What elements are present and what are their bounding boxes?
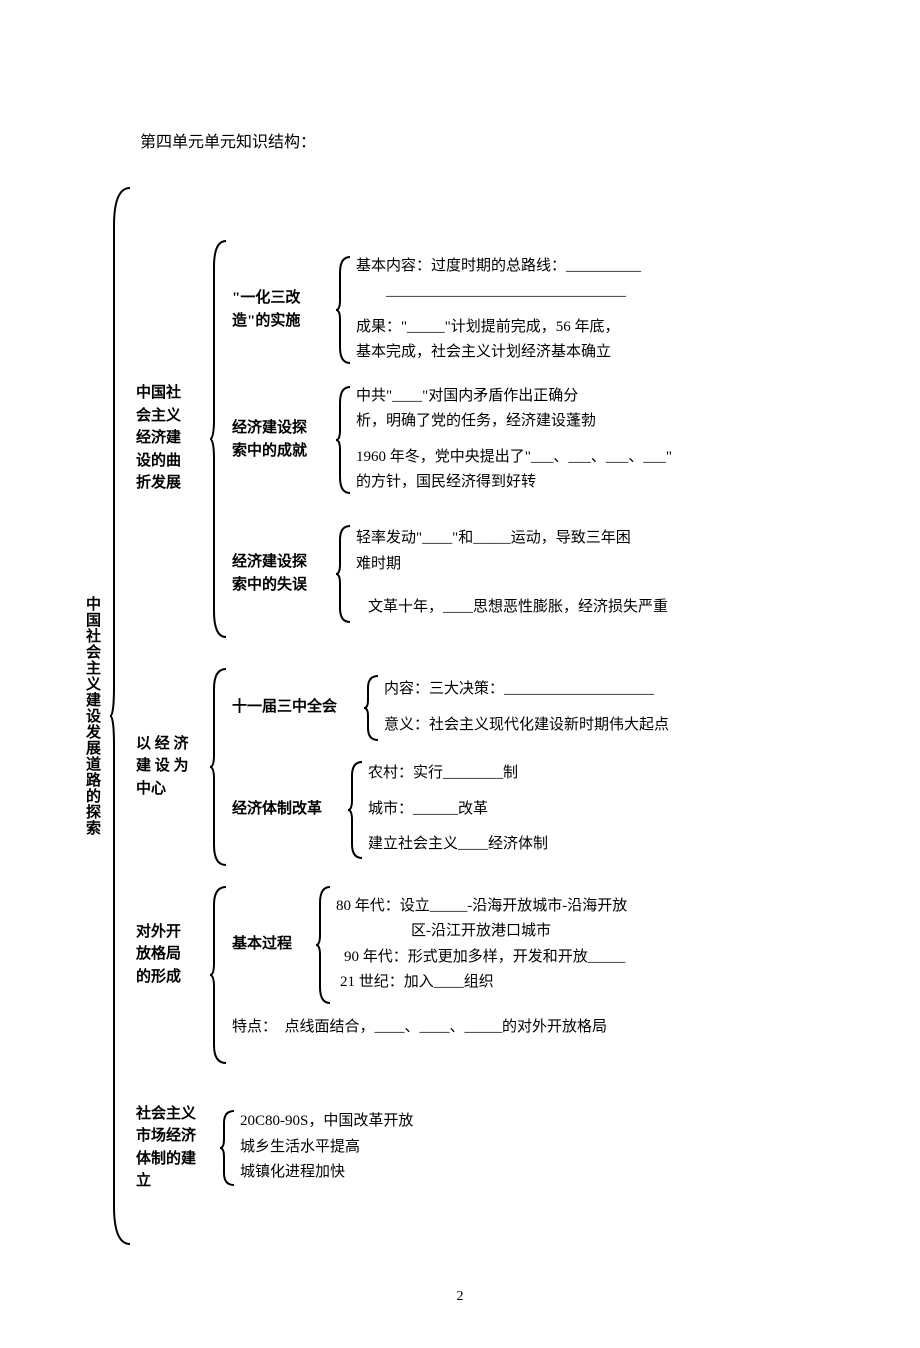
s1-b1-l1: 基本内容：过度时期的总路线：__________: [356, 254, 641, 280]
s2-b2-children: 农村：实行________制 城市：______改革 建立社会主义____经济体…: [368, 761, 548, 858]
root-brace: [106, 186, 136, 1246]
s1-b2-l2: 1960 年冬，党中央提出了"___、___、___、___" 的方针，国民经济…: [356, 445, 672, 496]
s4-label: 社会主义 市场经济 体制的建 立: [136, 1103, 216, 1193]
s1-b2: 经济建设探 索中的成就 中共"____"对国内矛盾作出正确分 析，明确了党的任务…: [232, 384, 672, 496]
s2-b1-l2: 意义：社会主义现代化建设新时期伟大起点: [384, 713, 669, 739]
s4-l1: 20C80-90S，中国改革开放: [240, 1109, 413, 1135]
s2-b2-l3: 建立社会主义____经济体制: [368, 832, 548, 858]
root-label: 中国社会主义建设发展道路的探索: [80, 596, 104, 836]
s1-b2-label: 经济建设探 索中的成就: [232, 417, 332, 462]
s1-b2-l1: 中共"____"对国内矛盾作出正确分 析，明确了党的任务，经济建设蓬勃: [356, 384, 672, 435]
s1-b1-l1b: ________________________________: [356, 279, 641, 305]
s2-brace: [206, 667, 232, 867]
s1-b3-children: 轻率发动"____"和_____运动，导致三年困 难时期 文革十年，____思想…: [356, 526, 668, 621]
section-3: 对外开 放格局 的形成 基本过程 80 年代：设立_____-沿海开放城市-沿海…: [136, 885, 672, 1065]
s3-b1-l2: 90 年代：形式更加多样，开发和开放_____: [336, 945, 627, 971]
s1-brace: [206, 239, 232, 639]
s3-b1: 基本过程 80 年代：设立_____-沿海开放城市-沿海开放 区-沿江开放港口城…: [232, 885, 627, 1005]
s1-b1: "一化三改 造"的实施 基本内容：过度时期的总路线：__________ ___…: [232, 254, 672, 366]
s3-tail: 特点： 点线面结合，____、____、_____的对外开放格局: [232, 1015, 627, 1041]
s1-b2-brace: [332, 385, 356, 495]
s3-b1-children: 80 年代：设立_____-沿海开放城市-沿海开放 区-沿江开放港口城市 90 …: [336, 894, 627, 996]
s2-b1-label: 十一届三中全会: [232, 696, 360, 719]
s1-b3-l2: 文革十年，____思想恶性膨胀，经济损失严重: [356, 595, 668, 621]
s3-b1-label: 基本过程: [232, 933, 312, 956]
s1-label: 中国社 会主义 经济建 设的曲 折发展: [136, 382, 206, 495]
s1-children: "一化三改 造"的实施 基本内容：过度时期的总路线：__________ ___…: [232, 254, 672, 624]
s3-label: 对外开 放格局 的形成: [136, 885, 206, 989]
s2-label: 以 经 济 建 设 为 中心: [136, 733, 206, 801]
s2-b1-children: 内容：三大决策：____________________ 意义：社会主义现代化建…: [384, 677, 669, 738]
s1-b2-children: 中共"____"对国内矛盾作出正确分 析，明确了党的任务，经济建设蓬勃 1960…: [356, 384, 672, 496]
s1-b3-brace: [332, 524, 356, 624]
s3-b1-brace: [312, 885, 336, 1005]
root-children: 中国社 会主义 经济建 设的曲 折发展 "一化三改 造"的实施 基本内: [136, 239, 672, 1193]
s2-b2-l2: 城市：______改革: [368, 797, 548, 823]
s3-brace: [206, 885, 232, 1065]
s2-b1: 十一届三中全会 内容：三大决策：____________________ 意义：…: [232, 674, 669, 742]
s1-b3-label: 经济建设探 索中的失误: [232, 551, 332, 596]
s2-children: 十一届三中全会 内容：三大决策：____________________ 意义：…: [232, 674, 669, 860]
section-1: 中国社 会主义 经济建 设的曲 折发展 "一化三改 造"的实施 基本内: [136, 239, 672, 639]
s2-b2-l1: 农村：实行________制: [368, 761, 548, 787]
s1-b1-l2: 成果："_____"计划提前完成，56 年底， 基本完成，社会主义计划经济基本确…: [356, 315, 641, 366]
s1-b3: 经济建设探 索中的失误 轻率发动"____"和_____运动，导致三年困 难时期…: [232, 524, 672, 624]
s1-b1-label: "一化三改 造"的实施: [232, 287, 332, 332]
s3-b1-l1: 80 年代：设立_____-沿海开放城市-沿海开放 区-沿江开放港口城市: [336, 894, 627, 945]
section-2: 以 经 济 建 设 为 中心 十一届三中全会 内容：三大决策：____: [136, 667, 672, 867]
diagram-root: 中国社会主义建设发展道路的探索 中国社 会主义 经济建 设的曲 折发展 "一化三…: [80, 186, 840, 1246]
s2-b1-l1: 内容：三大决策：____________________: [384, 677, 669, 703]
section-header: 第四单元单元知识结构：: [140, 130, 840, 156]
s3-children: 基本过程 80 年代：设立_____-沿海开放城市-沿海开放 区-沿江开放港口城…: [232, 885, 627, 1041]
s3-b1-l3: 21 世纪：加入____组织: [336, 970, 627, 996]
s2-b2-brace: [344, 760, 368, 860]
s4-l3: 城镇化进程加快: [240, 1160, 413, 1186]
page-number: 2: [80, 1286, 840, 1308]
s4-l2: 城乡生活水平提高: [240, 1135, 413, 1161]
s4-brace: [216, 1109, 240, 1187]
s4-children: 20C80-90S，中国改革开放 城乡生活水平提高 城镇化进程加快: [240, 1109, 413, 1186]
s2-b2: 经济体制改革 农村：实行________制 城市：______改革 建立社会主义…: [232, 760, 669, 860]
section-4: 社会主义 市场经济 体制的建 立 20C80-90S，中国改革开放 城乡生活水平…: [136, 1103, 672, 1193]
s1-b3-l1: 轻率发动"____"和_____运动，导致三年困 难时期: [356, 526, 668, 577]
s1-b1-brace: [332, 255, 356, 365]
s2-b1-brace: [360, 674, 384, 742]
s2-b2-label: 经济体制改革: [232, 798, 344, 821]
s1-b1-children: 基本内容：过度时期的总路线：__________ _______________…: [356, 254, 641, 366]
